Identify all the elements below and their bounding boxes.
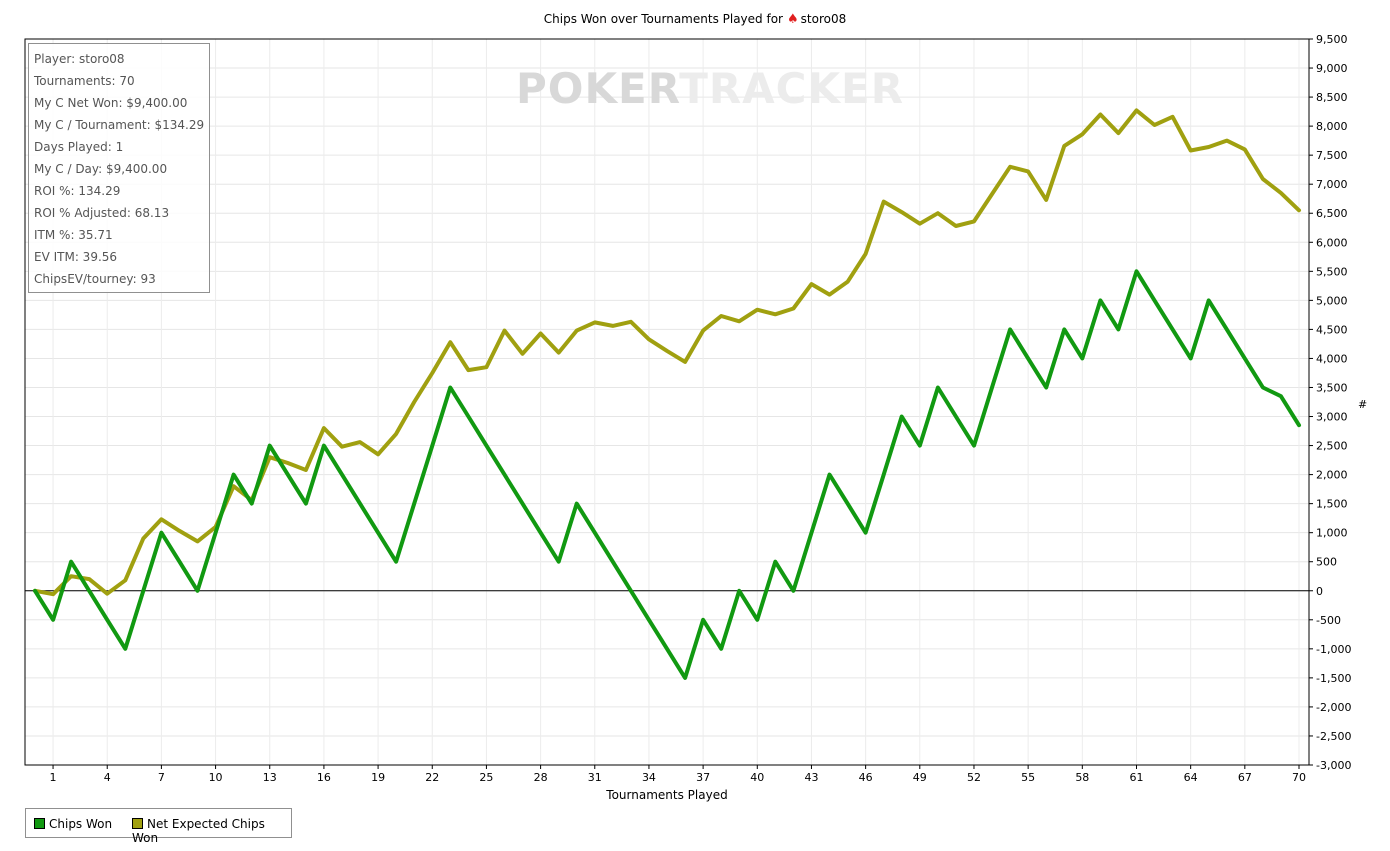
x-tick-label: 19 (371, 771, 385, 784)
x-tick-label: 1 (50, 771, 57, 784)
y-tick-label: 7,500 (1316, 149, 1348, 162)
y-tick-label: 1,500 (1316, 498, 1348, 511)
x-tick-label: 55 (1021, 771, 1035, 784)
y-tick-label: 500 (1316, 556, 1337, 569)
y-tick-label: -2,000 (1316, 701, 1351, 714)
y-tick-label: -1,500 (1316, 672, 1351, 685)
y-axis-label: # (1358, 398, 1368, 411)
legend-swatch-chips-won (34, 818, 45, 829)
x-tick-label: 64 (1184, 771, 1198, 784)
stat-chipsev: ChipsEV/tourney: 93 (34, 272, 156, 286)
x-tick-label: 25 (479, 771, 493, 784)
spade-icon: ♠ (786, 12, 799, 27)
x-tick-label: 40 (750, 771, 764, 784)
y-tick-label: 3,000 (1316, 411, 1348, 424)
stat-net-won: My C Net Won: $9,400.00 (34, 96, 188, 110)
x-tick-label: 43 (804, 771, 818, 784)
stat-per-tournament: My C / Tournament: $134.29 (34, 118, 205, 132)
x-tick-label: 52 (967, 771, 981, 784)
stat-per-day: My C / Day: $9,400.00 (34, 162, 168, 176)
pokertracker-logo: POKERTRACKER (516, 64, 904, 113)
y-tick-label: 2,500 (1316, 440, 1348, 453)
plot-frame (24, 38, 1310, 766)
chart-title: Chips Won over Tournaments Played for ♠ st… (0, 12, 1390, 27)
chart-legend: Chips Won Net Expected Chips Won (25, 808, 292, 845)
y-axis-ticks: -3,000 -2,500 -2,000 -1,500 -1,000 -500 0 500 1,… (1309, 33, 1351, 772)
y-tick-label: 6,000 (1316, 236, 1348, 249)
y-tick-label: -1,000 (1316, 643, 1351, 656)
logo-part-tracker: TRACKER (679, 64, 905, 113)
y-tick-label: 7,000 (1316, 178, 1348, 191)
chart-title-text: Chips Won over Tournaments Played for (543, 12, 783, 26)
stat-roi-adjusted: ROI % Adjusted: 68.13 (34, 206, 170, 220)
x-tick-label: 61 (1129, 771, 1143, 784)
x-tick-label: 37 (696, 771, 710, 784)
x-tick-label: 13 (263, 771, 277, 784)
series-line-chips-won (33, 269, 1301, 680)
y-tick-label: 4,000 (1316, 352, 1348, 365)
x-tick-label: 67 (1238, 771, 1252, 784)
y-tick-label: 2,000 (1316, 469, 1348, 482)
y-tick-label: 3,500 (1316, 381, 1348, 394)
x-tick-label: 28 (534, 771, 548, 784)
x-tick-label: 7 (158, 771, 165, 784)
logo-part-poker: POKER (516, 64, 680, 113)
y-tick-label: 4,500 (1316, 323, 1348, 336)
grid-lines (25, 38, 1309, 766)
y-tick-label: 8,000 (1316, 120, 1348, 133)
y-tick-label: 1,000 (1316, 527, 1348, 540)
series-line-net-expected-chips-won (33, 108, 1301, 597)
legend-swatch-net-expected (132, 818, 143, 829)
y-tick-label: 0 (1316, 585, 1323, 598)
stat-days-played: Days Played: 1 (34, 140, 124, 154)
y-tick-label: 5,000 (1316, 294, 1348, 307)
y-tick-label: 5,500 (1316, 265, 1348, 278)
x-tick-label: 10 (209, 771, 223, 784)
x-tick-label: 70 (1292, 771, 1306, 784)
y-tick-label: 9,000 (1316, 62, 1348, 75)
chart-title-player: storo08 (800, 12, 847, 26)
x-tick-label: 58 (1075, 771, 1089, 784)
stat-ev-itm: EV ITM: 39.56 (34, 250, 118, 264)
stat-roi: ROI %: 134.29 (34, 184, 121, 198)
y-tick-label: -3,000 (1316, 759, 1351, 772)
stats-panel: Player: storo08 Tournaments: 70 My C Net… (28, 43, 210, 293)
legend-item-net-expected[interactable]: Net Expected Chips Won (132, 817, 291, 845)
legend-label-chips-won: Chips Won (49, 817, 113, 831)
x-axis-ticks: 1 4 7 10 13 16 19 22 25 28 31 34 37 40 43 46 49 52 55 58 61 6… (50, 765, 1306, 784)
y-tick-label: 6,500 (1316, 207, 1348, 220)
y-tick-label: -2,500 (1316, 730, 1351, 743)
stat-tournaments: Tournaments: 70 (34, 74, 135, 88)
y-tick-label: -500 (1316, 614, 1341, 627)
y-tick-label: 9,500 (1316, 33, 1348, 46)
legend-label-net-expected: Net Expected Chips Won (132, 817, 265, 845)
x-tick-label: 4 (104, 771, 111, 784)
stat-player: Player: storo08 (34, 52, 125, 66)
x-axis-label: Tournaments Played (606, 788, 728, 802)
x-tick-label: 22 (425, 771, 439, 784)
y-tick-label: 8,500 (1316, 91, 1348, 104)
x-tick-label: 16 (317, 771, 331, 784)
stat-itm: ITM %: 35.71 (34, 228, 113, 242)
x-tick-label: 46 (859, 771, 873, 784)
x-tick-label: 49 (913, 771, 927, 784)
x-tick-label: 31 (588, 771, 602, 784)
x-tick-label: 34 (642, 771, 656, 784)
series-layer (33, 108, 1301, 680)
legend-item-chips-won[interactable]: Chips Won (34, 817, 112, 831)
